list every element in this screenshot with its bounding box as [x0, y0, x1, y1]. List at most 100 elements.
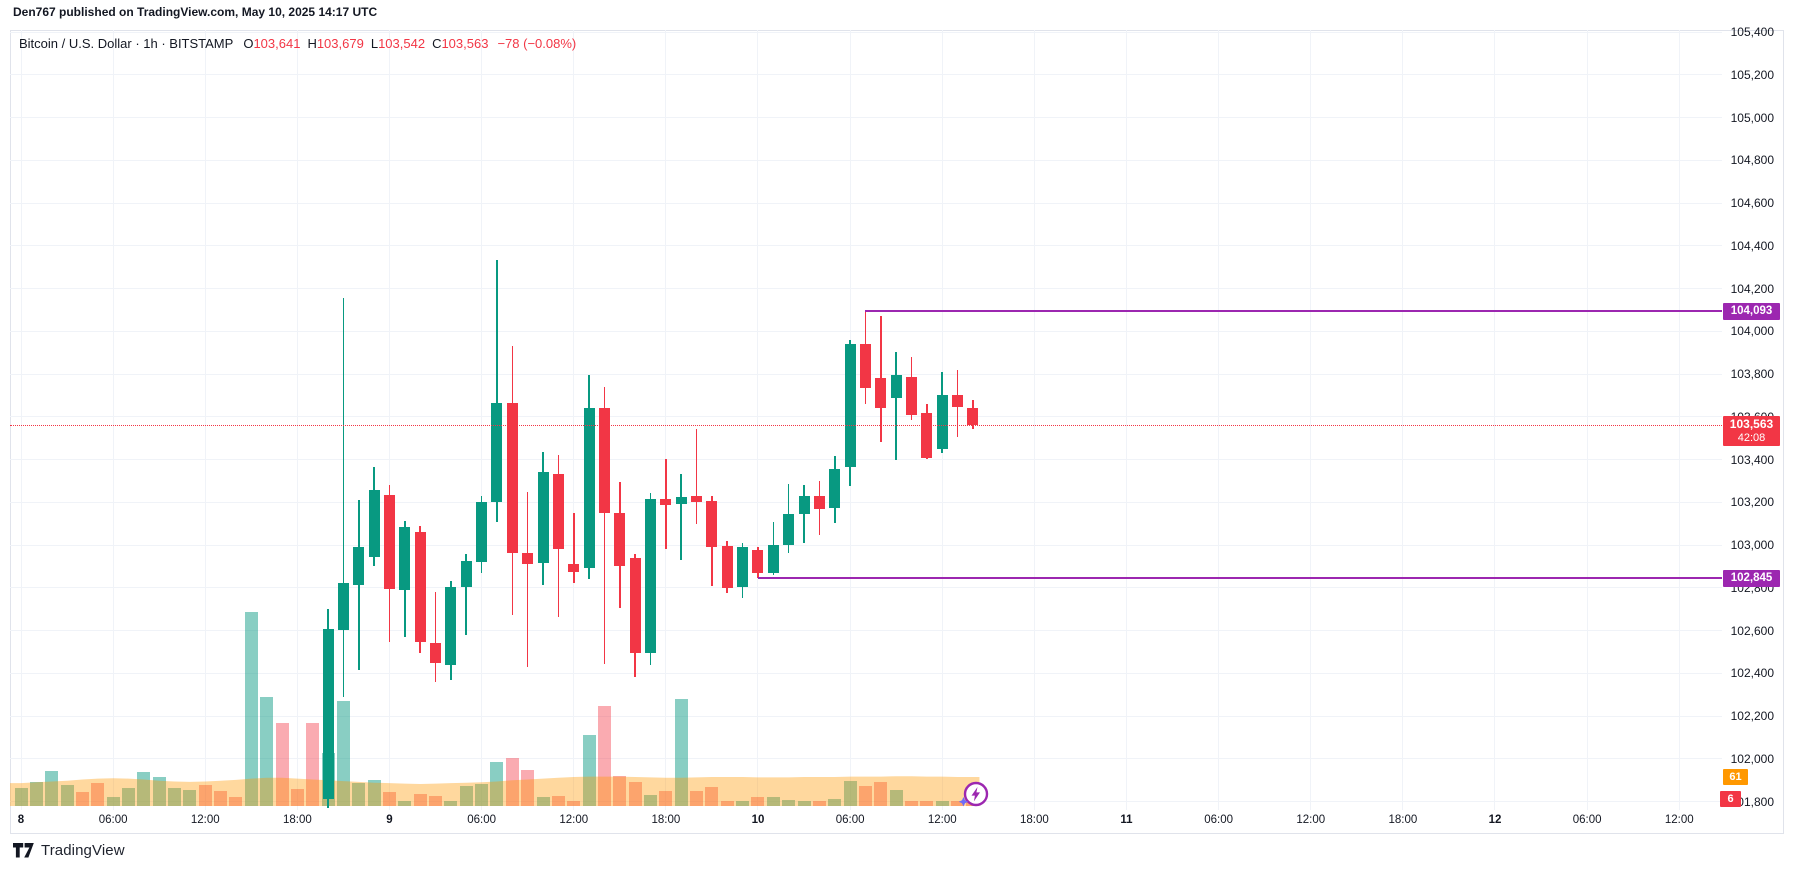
tradingview-wordmark: TradingView: [41, 842, 125, 859]
price-axis-label[interactable]: 101,800: [1730, 794, 1774, 809]
ohlc-low-value: 103,542: [378, 36, 426, 51]
time-axis-label[interactable]: 11: [1120, 814, 1133, 826]
candle-body: [368, 489, 380, 557]
time-axis-label[interactable]: 18:00: [282, 814, 312, 826]
level-line[interactable]: [865, 310, 1722, 313]
candle-wick: [603, 386, 606, 665]
tradingview-logomark: [13, 843, 34, 858]
price-axis-label[interactable]: 102,200: [1730, 709, 1774, 723]
lightning-glyph: [971, 787, 980, 802]
h-gridline: [10, 459, 1722, 460]
volume-bar: [505, 758, 519, 806]
h-gridline: [10, 544, 1722, 546]
candle-body: [645, 499, 656, 653]
tradingview-logo[interactable]: TradingView: [13, 842, 125, 859]
candle-body: [476, 502, 488, 562]
v-gridline: [481, 30, 483, 810]
volume-bar: [736, 801, 750, 806]
ohlc-low-label: L: [370, 36, 379, 51]
v-gridline: [665, 30, 667, 810]
time-axis-label[interactable]: 06:00: [98, 814, 128, 826]
time-axis-label[interactable]: 06:00: [467, 814, 496, 826]
candle-body: [660, 499, 672, 506]
v-gridline: [20, 30, 22, 810]
time-axis-label[interactable]: 18:00: [1019, 814, 1049, 826]
price-axis-label[interactable]: 104,600: [1730, 196, 1774, 210]
price-axis-label[interactable]: 105,200: [1730, 67, 1774, 82]
symbol-legend[interactable]: Bitcoin / U.S. Dollar · 1h · BITSTAMP O10…: [19, 36, 576, 51]
volume-bar: [628, 781, 642, 806]
candle-body: [737, 547, 749, 587]
volume-bar: [659, 790, 673, 806]
volume-bar: [690, 790, 704, 806]
volume-ma-badge: 61: [1723, 769, 1748, 785]
price-axis-label[interactable]: 103,000: [1730, 538, 1774, 552]
price-axis-label[interactable]: 104,000: [1730, 324, 1774, 339]
symbol-title: Bitcoin / U.S. Dollar · 1h · BITSTAMP: [19, 36, 234, 51]
time-axis-label[interactable]: 12:00: [190, 814, 220, 826]
volume-bar: [367, 779, 381, 806]
volume-bar: [168, 788, 182, 806]
candle-body: [783, 514, 795, 545]
h-gridline: [10, 630, 1722, 631]
ohlc-close-value: 103,563: [441, 36, 489, 51]
time-axis-label[interactable]: 06:00: [1572, 814, 1602, 826]
sparkle-glyph: [958, 797, 969, 807]
volume-bar: [352, 783, 366, 806]
v-gridline: [388, 30, 390, 810]
price-axis-label[interactable]: 103,400: [1730, 452, 1774, 467]
time-axis-label[interactable]: 06:00: [1204, 814, 1233, 826]
volume-bar: [382, 792, 396, 806]
price-axis-label[interactable]: 105,000: [1730, 110, 1774, 125]
time-axis-label[interactable]: 12:00: [927, 814, 957, 826]
price-axis-label[interactable]: 103,800: [1730, 367, 1774, 381]
candle-wick: [526, 491, 529, 667]
price-axis-label[interactable]: 104,200: [1730, 281, 1774, 296]
candle-body: [491, 403, 503, 503]
volume-bar: [183, 790, 197, 806]
time-axis-label[interactable]: 06:00: [835, 814, 865, 826]
price-axis-label[interactable]: 104,800: [1730, 153, 1774, 168]
level-line[interactable]: [757, 577, 1722, 580]
volume-bar: [874, 781, 888, 806]
price-axis-label[interactable]: 105,400: [1730, 25, 1774, 39]
volume-bar: [597, 706, 611, 806]
volume-bar: [14, 788, 28, 806]
attribution-text: Den767 published on TradingView.com, May…: [13, 5, 378, 19]
time-axis-label[interactable]: 12: [1488, 814, 1502, 826]
last-price-badge: 103,563 42:08: [1723, 416, 1780, 446]
candle-body: [906, 376, 918, 416]
h-gridline: [10, 245, 1722, 247]
volume-bar: [260, 697, 274, 806]
volume-bar: [567, 801, 581, 806]
volume-bar: [106, 797, 120, 806]
h-gridline: [10, 288, 1722, 289]
h-gridline: [10, 31, 1722, 33]
price-axis-label[interactable]: 102,600: [1730, 623, 1774, 638]
volume-bar: [244, 611, 258, 806]
price-axis-label[interactable]: 104,400: [1730, 238, 1774, 253]
candle-body: [752, 550, 764, 573]
price-axis-label[interactable]: 102,400: [1730, 666, 1774, 681]
volume-bar: [152, 777, 166, 806]
volume-bar: [766, 797, 780, 806]
volume-bar: [782, 799, 796, 806]
time-axis-label[interactable]: 12:00: [559, 814, 589, 826]
candle-body: [598, 407, 610, 513]
candle-body: [629, 557, 641, 653]
volume-bar: [229, 797, 243, 806]
price-axis-label[interactable]: 102,000: [1730, 751, 1774, 766]
time-axis-label[interactable]: 18:00: [651, 814, 681, 826]
time-axis-label[interactable]: 8: [17, 814, 25, 826]
time-axis-label[interactable]: 9: [386, 814, 393, 826]
candle-body: [921, 413, 933, 458]
price-axis-label[interactable]: 103,200: [1730, 495, 1774, 510]
candle-body: [552, 474, 564, 550]
volume-bar: [214, 790, 228, 806]
boost-lightning-icon[interactable]: [957, 779, 991, 811]
time-axis-label[interactable]: 10: [751, 814, 765, 826]
time-axis-label[interactable]: 12:00: [1664, 814, 1694, 826]
time-axis-label[interactable]: 12:00: [1296, 814, 1326, 826]
time-axis-label[interactable]: 18:00: [1388, 814, 1418, 826]
